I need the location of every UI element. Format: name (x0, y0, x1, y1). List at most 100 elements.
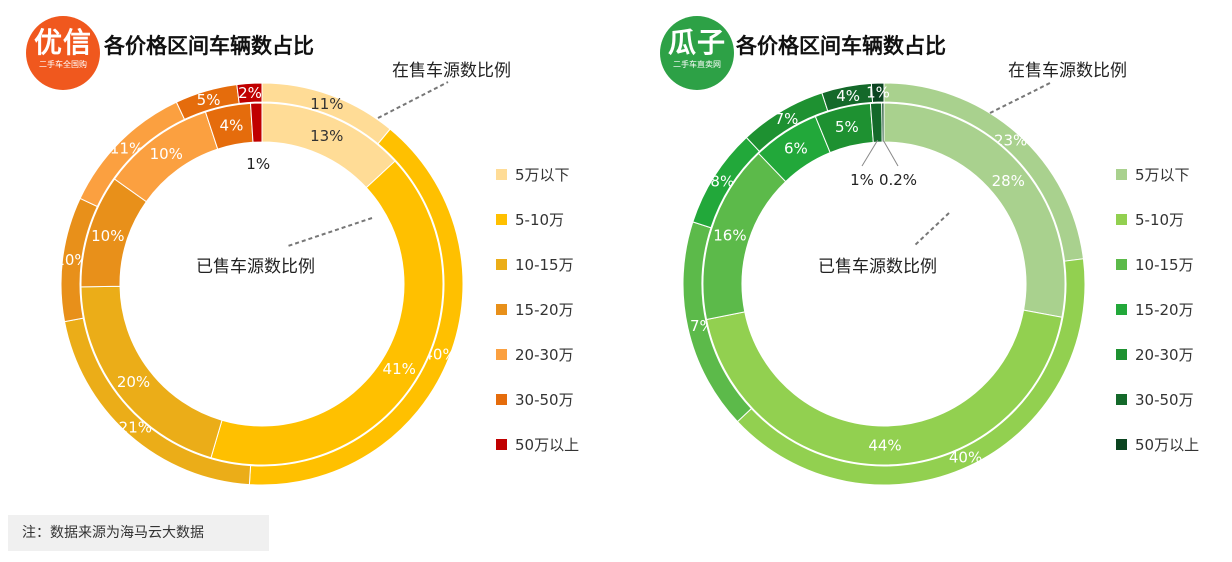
inner-ring-label-4: 5% (835, 118, 859, 136)
inner-ring-slice-0 (883, 102, 1066, 318)
outer-ring-slice-6 (236, 82, 263, 104)
legend-item: 20-30万 (496, 332, 579, 377)
logo-sub-text: 二手车全国购 (39, 60, 87, 69)
legend-label: 20-30万 (1135, 346, 1194, 364)
inner-ring-label-3: 6% (784, 140, 808, 158)
legend-label: 30-50万 (1135, 391, 1194, 409)
inner-ring-annotation: 已售车源数比例 (196, 257, 315, 277)
chart-title: 各价格区间车辆数占比 (104, 34, 314, 58)
annotation-line (377, 81, 449, 119)
inner-ring-slice-6 (249, 102, 263, 143)
chart-title: 各价格区间车辆数占比 (736, 34, 946, 58)
outer-ring-label-5: 5% (197, 91, 221, 109)
legend-label: 10-15万 (515, 256, 574, 274)
legend-item: 10-15万 (1116, 242, 1199, 287)
legend-label: 50万以上 (1135, 436, 1200, 454)
legend-swatch (496, 394, 507, 405)
legend-swatch (1116, 304, 1127, 315)
leader-line (882, 139, 899, 167)
legend-item: 5-10万 (1116, 197, 1199, 242)
outer-ring-label-6: 1% (866, 84, 890, 102)
legend-item: 30-50万 (1116, 377, 1199, 422)
legend-swatch (1116, 349, 1127, 360)
legend-item: 5万以下 (1116, 152, 1199, 197)
legend-item: 50万以上 (496, 422, 579, 467)
outer-ring-label-0: 11% (310, 95, 343, 113)
outer-ring-label-2: 17% (680, 317, 713, 335)
chart-legend: 5万以下 5-10万 10-15万 15-20万 20-30万 30-50万 50万以上 (496, 152, 579, 467)
outer-ring-label-4: 7% (775, 110, 799, 128)
annotation-line (913, 212, 950, 247)
legend-label: 5-10万 (515, 211, 565, 229)
legend-item: 5万以下 (496, 152, 579, 197)
chart-legend: 5万以下 5-10万 10-15万 15-20万 20-30万 30-50万 50万以上 (1116, 152, 1199, 467)
legend-swatch (1116, 259, 1127, 270)
outer-ring-annotation: 在售车源数比例 (1008, 61, 1127, 81)
inner-ring-label-2: 16% (713, 227, 746, 245)
legend-swatch (1116, 169, 1127, 180)
logo-main-text: 优信 (33, 26, 92, 59)
inner-ring-slice-6 (881, 102, 885, 143)
outer-ring-slice-6 (870, 82, 885, 103)
chart-panel-youxin: 优信 二手车全国购 各价格区间车辆数占比 11% 40% 21% 10% 11% 5% 2%… (0, 0, 616, 510)
legend-swatch (496, 214, 507, 225)
outer-ring-label-0: 23% (994, 131, 1027, 149)
legend-item: 15-20万 (496, 287, 579, 332)
inner-ring-label-4: 10% (150, 145, 183, 163)
legend-item: 50万以上 (1116, 422, 1199, 467)
inner-ring-label-1: 41% (383, 360, 416, 378)
legend-label: 5万以下 (1135, 166, 1190, 184)
guazi-logo: 瓜子 二手车直卖网 (660, 16, 734, 90)
legend-item: 20-30万 (1116, 332, 1199, 377)
legend-item: 15-20万 (1116, 287, 1199, 332)
data-source-note: 注：数据来源为海马云大数据 (8, 515, 269, 551)
legend-swatch (1116, 394, 1127, 405)
inner-ring-label-5: 1% (850, 171, 874, 189)
donut-chart: 11%40%21%10%11%5% 2%13%41%20%10%10%4%1%在售… (55, 61, 511, 486)
legend-label: 15-20万 (1135, 301, 1194, 319)
legend-label: 50万以上 (515, 436, 580, 454)
outer-ring-label-3: 10% (55, 251, 88, 269)
legend-label: 15-20万 (515, 301, 574, 319)
outer-ring-label-1: 40% (423, 345, 456, 363)
legend-swatch (496, 259, 507, 270)
inner-ring-label-0: 28% (992, 172, 1025, 190)
outer-ring-label-2: 21% (119, 419, 152, 437)
legend-item: 5-10万 (496, 197, 579, 242)
outer-ring-annotation: 在售车源数比例 (392, 61, 511, 81)
legend-label: 5-10万 (1135, 211, 1185, 229)
annotation-line (287, 217, 373, 247)
legend-swatch (1116, 439, 1127, 450)
legend-label: 5万以下 (515, 166, 570, 184)
annotation-line (989, 81, 1053, 114)
legend-item: 10-15万 (496, 242, 579, 287)
legend-label: 30-50万 (515, 391, 574, 409)
inner-ring-label-6: 0.2% (879, 171, 917, 189)
inner-ring-label-1: 44% (868, 436, 901, 454)
logo-sub-text: 二手车直卖网 (673, 60, 721, 69)
legend-item: 30-50万 (496, 377, 579, 422)
inner-ring-annotation: 已售车源数比例 (818, 257, 937, 277)
inner-ring-label-6: 1% (246, 155, 270, 173)
inner-ring-label-5: 4% (220, 116, 244, 134)
legend-swatch (1116, 214, 1127, 225)
inner-ring-slice-0 (261, 102, 396, 189)
outer-ring-label-4: 11% (110, 140, 143, 158)
inner-ring-label-2: 20% (117, 373, 150, 391)
outer-ring-label-1: 40% (949, 448, 982, 466)
donut-chart: 23% 40% 17% 8% 7% 4% 1% 28% 44% 16% 6% 5% 1% 0.2% 在售车源… (680, 61, 1127, 486)
legend-label: 20-30万 (515, 346, 574, 364)
inner-ring-slice-1 (210, 160, 444, 466)
inner-ring-slice-1 (705, 309, 1063, 466)
outer-ring-label-3: 8% (710, 172, 734, 190)
youxin-logo: 优信 二手车全国购 (26, 16, 100, 90)
inner-ring-label-3: 10% (91, 227, 124, 245)
chart-panel-guazi: 瓜子 二手车直卖网 各价格区间车辆数占比 23% 40% 17% 8% 7% 4% 1% 28… (616, 0, 1232, 510)
legend-swatch (496, 439, 507, 450)
legend-swatch (496, 349, 507, 360)
outer-ring-label-5: 4% (836, 87, 860, 105)
leader-line (861, 139, 879, 167)
outer-ring-label-6: 2% (238, 84, 262, 102)
legend-label: 10-15万 (1135, 256, 1194, 274)
inner-ring-label-0: 13% (310, 127, 343, 145)
